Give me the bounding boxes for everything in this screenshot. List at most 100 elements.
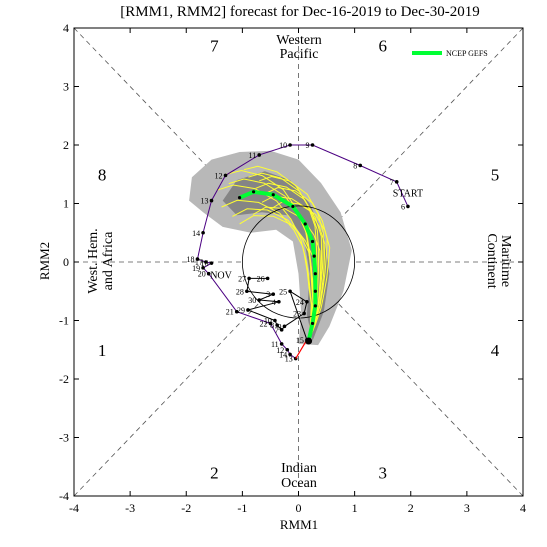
recent-point: [279, 328, 284, 332]
x-tick-label: -1: [237, 501, 247, 515]
observed-point-label: 18: [186, 255, 194, 264]
phase-number: 8: [98, 165, 107, 184]
x-tick-label: -3: [125, 501, 135, 515]
ensemble-member-13: [270, 201, 331, 342]
phase-numbers: 7 68 51 42 3: [98, 37, 500, 483]
x-tick-label: -2: [181, 501, 191, 515]
observed-point: [223, 173, 228, 178]
region-bottom-line2: Ocean: [281, 476, 317, 491]
forecast-point: [303, 222, 307, 226]
y-tick-label: -3: [59, 431, 69, 445]
phase-number: 6: [378, 37, 387, 56]
recent-point-label: 3: [266, 290, 270, 299]
observed-point: [310, 143, 315, 147]
forecast-mean-line: [238, 189, 318, 342]
y-axis-label: RMM2: [37, 242, 52, 280]
recent-point: [245, 289, 249, 294]
recent-point-label: 30: [248, 296, 256, 305]
month-label: NOV: [210, 270, 232, 281]
phase-number: 7: [210, 37, 219, 56]
region-right-line2: Continent: [484, 233, 499, 288]
observed-point: [406, 204, 410, 209]
recent-point: [265, 276, 270, 281]
observed-point-label: 11: [271, 340, 279, 349]
recent-point-label: 10: [264, 317, 272, 326]
y-tick-label: 2: [63, 138, 69, 152]
observed-point-label: 16: [201, 259, 209, 268]
y-tick-label: -1: [59, 314, 69, 328]
forecast-point: [313, 289, 317, 293]
region-left-line2: and Africa: [101, 231, 116, 290]
recent-point: [275, 323, 279, 327]
region-right-line1: Maritime: [498, 235, 513, 287]
forecast-point: [313, 304, 317, 308]
region-left-line1: West. Hem.: [86, 228, 101, 293]
recent-point: [288, 289, 292, 294]
y-tick-label: 0: [63, 255, 69, 269]
observed-point-label: 11: [249, 151, 257, 160]
observed-point: [288, 352, 292, 357]
recent-point-label: 28: [236, 287, 244, 296]
forecast-point: [237, 196, 242, 200]
x-tick-label: 2: [408, 501, 414, 515]
observed-point: [358, 163, 363, 168]
forecast-point: [310, 321, 315, 326]
region-top-line2: Pacific: [280, 47, 319, 62]
observed-point-label: 14: [192, 229, 200, 238]
x-axis-ticks: -4 -3 -2 -1 0 1 2 3 4: [69, 28, 526, 515]
observed-point-label: 12: [276, 346, 284, 355]
ensemble-member-11: [259, 175, 324, 342]
forecast-point: [310, 239, 315, 244]
y-tick-label: -2: [59, 372, 69, 386]
observed-point-label: 10: [279, 141, 287, 150]
observed-point: [209, 198, 214, 203]
recent-point: [302, 311, 306, 316]
observed-point: [206, 271, 211, 276]
ensemble-member-12: [225, 169, 314, 342]
x-tick-label: -4: [69, 501, 79, 515]
recent-point-label: 8: [270, 321, 274, 330]
recent-point-label: 15: [296, 336, 304, 345]
observed-point-label: 13: [201, 197, 209, 206]
recent-point: [305, 299, 309, 304]
x-tick-label: 0: [296, 501, 302, 515]
y-tick-label: 4: [63, 21, 69, 35]
y-tick-label: -4: [59, 489, 69, 503]
recent-point: [257, 298, 262, 302]
x-tick-label: 4: [520, 501, 526, 515]
observed-point-label: 20: [198, 270, 206, 279]
x-axis-label: RMM1: [280, 517, 318, 532]
observed-point: [195, 257, 200, 261]
observed-point-label: 14: [279, 350, 287, 359]
forecast-point: [312, 254, 316, 258]
forecast-point: [291, 204, 295, 209]
recent-point-label: 9: [277, 322, 281, 331]
phase-number: 5: [491, 165, 500, 184]
observed-point-label: 9: [306, 141, 310, 150]
forecast-point: [252, 190, 256, 194]
recent-point-label: 24: [296, 298, 304, 307]
observed-point: [209, 261, 214, 265]
observed-point: [268, 321, 273, 326]
observed-point: [285, 347, 290, 352]
recent-point-label: 7: [275, 326, 279, 335]
phase-number: 4: [491, 341, 500, 360]
unit-circle: [241, 205, 356, 319]
month-labels: START NOV: [210, 188, 423, 281]
forecast-point: [313, 272, 317, 276]
observed-point-label: 21: [226, 308, 234, 317]
recent-point-label: 27: [238, 274, 246, 283]
x-tick-label: 3: [464, 501, 470, 515]
observed-point: [257, 153, 262, 157]
observed-point-label: 7: [390, 178, 394, 187]
recent-point-label: 26: [257, 274, 265, 283]
phase-number: 1: [98, 341, 107, 360]
observed-point: [234, 309, 239, 314]
phase-number: 2: [210, 464, 219, 483]
spread-inner: [222, 171, 330, 341]
observed-point: [288, 143, 292, 147]
observed-point-label: 22: [259, 319, 267, 328]
legend-label-ncep-gefs: NCEP GEFS: [446, 49, 488, 58]
